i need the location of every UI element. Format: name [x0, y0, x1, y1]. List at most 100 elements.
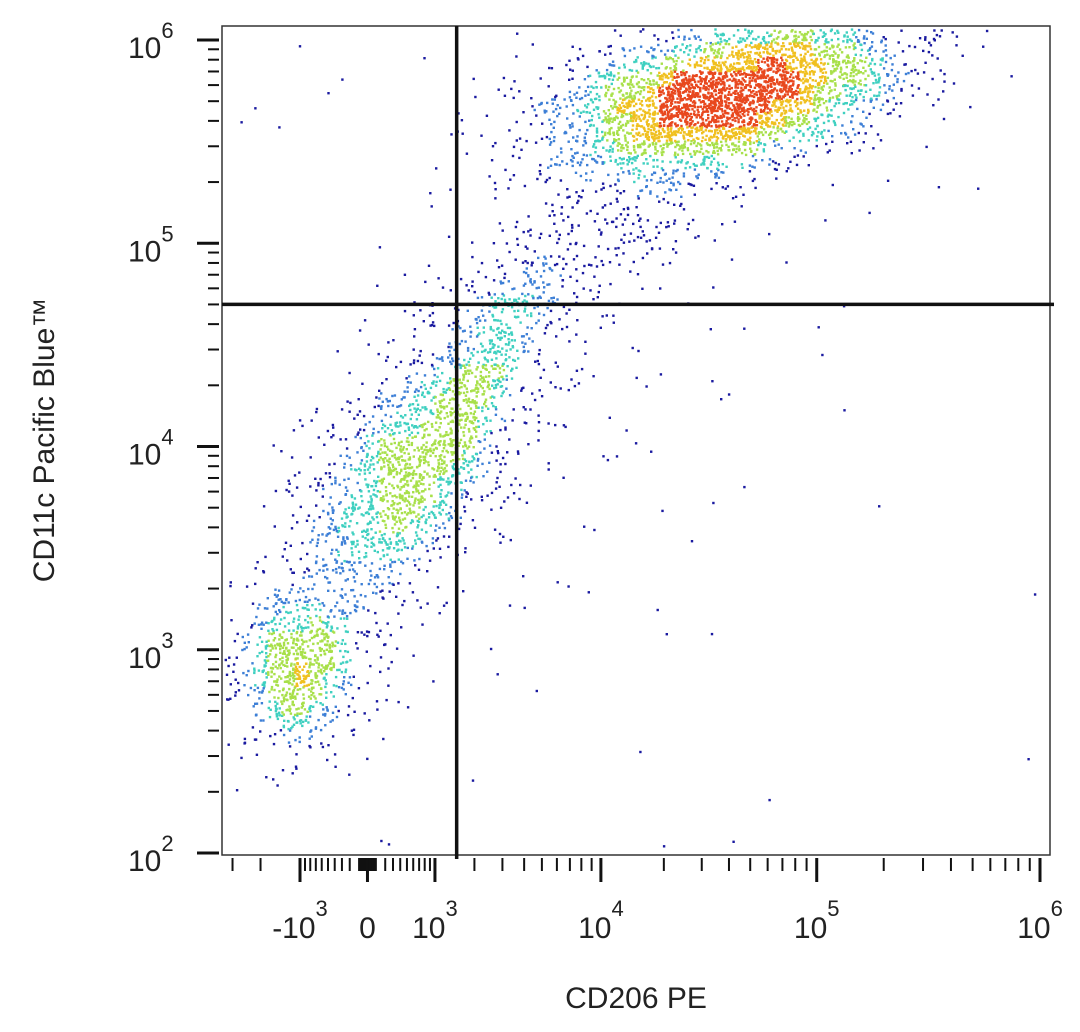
event-dot [710, 136, 714, 139]
event-dot [713, 49, 717, 52]
event-dot [769, 56, 772, 60]
event-dot [699, 125, 702, 128]
event-dot [825, 49, 828, 53]
event-dot [651, 57, 654, 60]
event-dot [630, 101, 633, 104]
event-dot [695, 150, 699, 153]
event-dot [706, 166, 709, 170]
event-dot [524, 245, 527, 248]
event-dot [293, 695, 296, 698]
event-dot [278, 634, 282, 637]
event-dot [827, 41, 830, 44]
event-dot [736, 56, 739, 59]
event-dot [749, 60, 752, 63]
event-dot [589, 90, 592, 94]
event-dot [383, 424, 387, 428]
event-dot [482, 366, 485, 369]
event-dot [320, 620, 324, 624]
event-dot [353, 710, 356, 713]
event-dot [797, 115, 800, 119]
event-dot [658, 86, 662, 90]
event-dot [384, 490, 388, 493]
event-dot [715, 81, 718, 85]
event-dot [503, 94, 507, 97]
event-dot [393, 560, 397, 564]
event-dot [607, 173, 610, 177]
event-dot [884, 91, 887, 94]
event-dot [623, 54, 627, 58]
event-dot [658, 89, 661, 92]
event-dot [777, 82, 780, 85]
event-dot [741, 77, 744, 80]
event-dot [754, 38, 758, 41]
event-dot [739, 54, 742, 58]
event-dot [922, 49, 925, 53]
event-dot [298, 712, 302, 715]
event-dot [685, 118, 688, 121]
event-dot [525, 267, 528, 270]
event-dot [762, 87, 765, 90]
event-dot [645, 158, 648, 161]
event-dot [656, 112, 659, 115]
event-dot [413, 390, 417, 393]
event-dot [476, 296, 480, 300]
event-dot [256, 643, 259, 646]
event-dot [644, 135, 648, 138]
event-dot [482, 314, 485, 317]
event-dot [287, 629, 291, 632]
event-dot [674, 101, 677, 104]
event-dot [574, 152, 577, 155]
event-dot [650, 46, 653, 49]
event-dot [662, 102, 665, 105]
event-dot [306, 615, 310, 618]
event-dot [683, 140, 687, 143]
event-dot [816, 97, 820, 100]
event-dot [355, 642, 358, 645]
event-dot [399, 572, 402, 576]
event-dot [450, 442, 453, 445]
event-dot [529, 123, 533, 126]
event-dot [347, 477, 350, 480]
event-dot [824, 54, 827, 57]
event-dot [479, 378, 482, 381]
event-dot [620, 115, 623, 119]
event-dot [439, 417, 442, 420]
event-dot [451, 412, 454, 415]
event-dot [846, 61, 850, 64]
event-dot [804, 36, 807, 40]
event-dot [695, 164, 698, 167]
event-dot [635, 75, 638, 78]
event-dot [291, 694, 294, 697]
event-dot [710, 47, 713, 51]
event-dot [711, 74, 715, 77]
event-dot [285, 659, 288, 662]
event-dot [728, 107, 732, 110]
event-dot [745, 67, 749, 70]
event-dot [715, 63, 718, 67]
event-dot [622, 171, 625, 174]
event-dot [937, 98, 940, 101]
event-dot [624, 139, 627, 142]
event-dot [670, 91, 673, 94]
event-dot [366, 453, 369, 457]
event-dot [719, 56, 723, 60]
event-dot [707, 113, 710, 117]
event-dot [595, 160, 598, 164]
event-dot [566, 117, 569, 120]
event-dot [759, 44, 762, 47]
event-dot [823, 129, 826, 132]
event-dot [266, 607, 269, 610]
event-dot [721, 110, 724, 113]
event-dot [477, 425, 480, 428]
event-dot [785, 34, 788, 37]
event-dot [642, 126, 645, 129]
event-dot [698, 45, 701, 48]
event-dot [841, 124, 844, 127]
event-dot [702, 78, 706, 81]
event-dot [823, 62, 826, 65]
event-dot [324, 622, 327, 625]
event-dot [643, 142, 646, 145]
event-dot [755, 60, 758, 64]
event-dot [862, 95, 865, 99]
